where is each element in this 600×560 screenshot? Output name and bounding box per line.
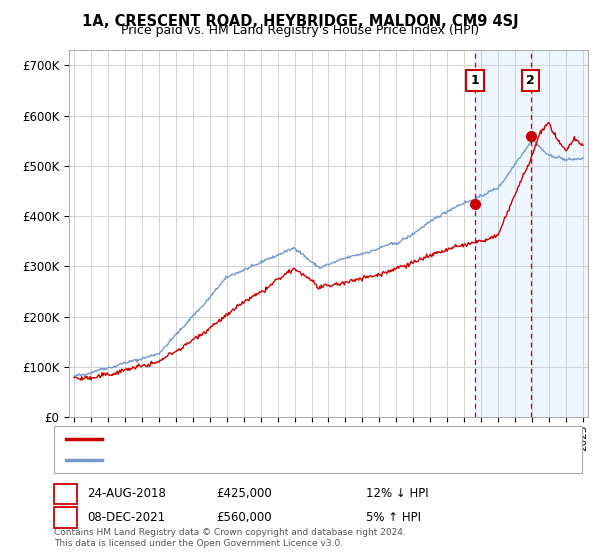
Text: Price paid vs. HM Land Registry's House Price Index (HPI): Price paid vs. HM Land Registry's House …	[121, 24, 479, 37]
Text: 24-AUG-2018: 24-AUG-2018	[87, 487, 166, 501]
Text: 1: 1	[61, 487, 70, 501]
Text: 12% ↓ HPI: 12% ↓ HPI	[366, 487, 428, 501]
Text: HPI: Average price, detached house, Maldon: HPI: Average price, detached house, Mald…	[108, 455, 355, 465]
Text: 1A, CRESCENT ROAD, HEYBRIDGE, MALDON, CM9 4SJ (detached house): 1A, CRESCENT ROAD, HEYBRIDGE, MALDON, CM…	[108, 434, 508, 444]
Text: 2: 2	[61, 511, 70, 524]
Bar	[475, 50, 588, 417]
Text: £425,000: £425,000	[216, 487, 272, 501]
Text: Contains HM Land Registry data © Crown copyright and database right 2024.
This d: Contains HM Land Registry data © Crown c…	[54, 528, 406, 548]
Text: 5% ↑ HPI: 5% ↑ HPI	[366, 511, 421, 524]
Text: 08-DEC-2021: 08-DEC-2021	[87, 511, 165, 524]
Text: 1A, CRESCENT ROAD, HEYBRIDGE, MALDON, CM9 4SJ: 1A, CRESCENT ROAD, HEYBRIDGE, MALDON, CM…	[82, 14, 518, 29]
Text: 2: 2	[526, 74, 535, 87]
Text: 1: 1	[471, 74, 479, 87]
Text: £560,000: £560,000	[216, 511, 272, 524]
